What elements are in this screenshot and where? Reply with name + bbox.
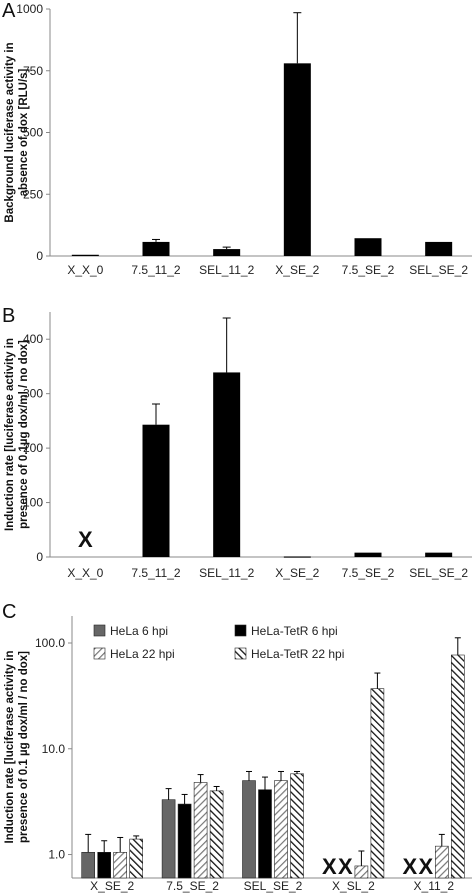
panel-a-chart: A Background luciferase activity in absen…: [2, 0, 472, 277]
y-axis-label: presence of 0.1 µg dox/ml / no dox]: [18, 651, 30, 843]
panel-c-chart: C Induction rate [luciferase activity in…: [2, 601, 472, 893]
missing-data-marker: X: [338, 854, 353, 879]
y-tick-label: 250: [23, 187, 43, 201]
x-tick-label: X_SL_2: [332, 879, 375, 893]
y-tick-label: 1000: [16, 2, 43, 16]
panel-a-letter: A: [2, 0, 16, 22]
bar: [370, 688, 385, 879]
panel-c-letter: C: [2, 601, 16, 623]
x-tick-label: X_SE_2: [275, 263, 319, 277]
missing-data-marker: X: [402, 854, 417, 879]
y-axis-label: absence of dox [RLU/s]: [18, 68, 30, 196]
y-axis-label: Induction rate [luciferase activity in: [4, 338, 16, 531]
legend-swatch: [234, 624, 247, 637]
bar: [258, 789, 272, 879]
x-tick-label: X_X_0: [67, 263, 103, 277]
bar: [81, 851, 95, 879]
bar: [213, 249, 241, 256]
x-tick-label: 7.5_SE_2: [166, 879, 219, 893]
x-tick-label: X_11_2: [414, 879, 455, 893]
bar: [213, 372, 241, 557]
x-tick-label: SEL_11_2: [199, 566, 254, 580]
x-tick-label: X_SE_2: [90, 879, 134, 893]
bar: [177, 803, 192, 879]
y-tick-label: 0: [36, 249, 43, 263]
panel-b-chart: B Induction rate [luciferase activity in…: [2, 305, 472, 580]
bar: [193, 782, 208, 879]
y-tick-label: 1.0: [48, 848, 65, 862]
bar: [283, 63, 311, 257]
panel-c-ylabel: Induction rate [luciferase activity in pr…: [4, 651, 30, 844]
panel-a-bars: [71, 12, 453, 257]
legend-label: HeLa-TetR 6 hpi: [251, 624, 338, 638]
bar: [113, 851, 127, 879]
bar: [354, 865, 369, 879]
bar: [129, 838, 143, 879]
bar: [425, 552, 453, 557]
legend-label: HeLa 6 hpi: [110, 624, 168, 638]
bar: [71, 254, 99, 256]
bar: [434, 845, 449, 879]
x-tick-label: X_X_0: [67, 566, 103, 580]
x-tick-label: X_SE_2: [275, 566, 319, 580]
x-tick-label: 7.5_SE_2: [342, 566, 395, 580]
bar: [354, 552, 382, 557]
y-tick-label: 100: [23, 496, 43, 510]
legend-swatch: [93, 624, 106, 637]
bar: [161, 799, 176, 879]
y-tick-label: 500: [23, 126, 43, 140]
legend-swatch: [93, 647, 106, 660]
legend-label: HeLa-TetR 22 hpi: [251, 647, 344, 661]
x-tick-label: 7.5_11_2: [131, 566, 180, 580]
bar: [142, 424, 170, 557]
bar: [290, 773, 304, 879]
y-axis-label: Induction rate [luciferase activity in: [4, 651, 16, 844]
bar: [142, 241, 170, 256]
y-tick-label: 750: [23, 64, 43, 78]
y-tick-label: 0: [36, 550, 43, 564]
bar: [274, 780, 288, 879]
bar: [209, 790, 224, 879]
missing-data-marker: X: [322, 854, 337, 879]
bar: [242, 780, 256, 879]
x-tick-label: SEL_SE_2: [409, 566, 468, 580]
panel-b-axes: 0 100 200 300 400 X_X_0 7.5_11_2 SEL_11_2 X_SE_2…: [23, 312, 472, 580]
x-tick-label: SEL_SE_2: [409, 263, 468, 277]
missing-data-marker: X: [418, 854, 433, 879]
legend-label: HeLa 22 hpi: [110, 647, 175, 661]
y-tick-label: 10.0: [42, 742, 66, 756]
y-tick-label: 200: [23, 441, 43, 455]
legend-swatch: [234, 647, 247, 660]
panel-a-ylabel: Background luciferase activity in absence…: [4, 42, 30, 222]
y-axis-label: Background luciferase activity in: [4, 42, 16, 222]
x-tick-label: SEL_11_2: [199, 263, 254, 277]
bar: [425, 241, 453, 256]
bar: [283, 556, 311, 558]
bar: [450, 654, 465, 879]
panel-c-legend: HeLa 6 hpi HeLa-TetR 6 hpi HeLa 22 hpi HeLa…: [93, 624, 344, 661]
x-tick-label: SEL_SE_2: [244, 879, 303, 893]
y-tick-label: 100.0: [35, 636, 65, 650]
bar: [97, 851, 111, 879]
x-tick-label: 7.5_SE_2: [342, 263, 395, 277]
panel-b-letter: B: [2, 305, 15, 327]
y-tick-label: 300: [23, 387, 43, 401]
missing-data-marker: X: [78, 527, 93, 552]
y-axis-label: presence of 0.1µg dox/ml / no dox]: [18, 340, 30, 529]
panel-b-bars: X: [78, 317, 453, 558]
y-tick-label: 400: [23, 332, 43, 346]
x-tick-label: 7.5_11_2: [131, 263, 180, 277]
panel-b-ylabel: Induction rate [luciferase activity in pr…: [4, 338, 30, 531]
panel-a-axes: 0 250 500 750 1000 X_X_0 7.5_11_2 SEL_11_2 X_SE_…: [16, 2, 472, 277]
panel-c-axes: 1.0 10.0 100.0 X_SE_2 7.5_SE_2 SEL_SE_2 X_SL_2…: [35, 616, 472, 893]
bar: [354, 238, 382, 256]
